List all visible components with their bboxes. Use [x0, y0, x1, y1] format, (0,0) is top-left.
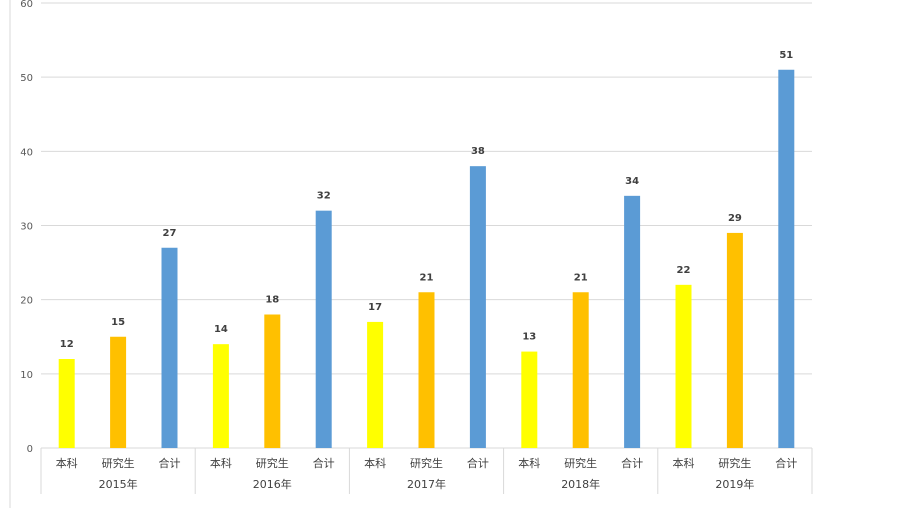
- bar: [58, 359, 75, 448]
- group-label: 2015年: [99, 477, 138, 491]
- category-label: 合计: [159, 456, 181, 470]
- data-label: 32: [317, 191, 331, 202]
- data-label: 17: [368, 302, 382, 313]
- bar: [778, 69, 795, 448]
- category-label: 研究生: [102, 456, 135, 470]
- category-label: 本科: [364, 456, 386, 470]
- group-label: 2018年: [561, 477, 600, 491]
- category-label: 合计: [775, 456, 797, 470]
- bar: [161, 247, 178, 448]
- bar: [212, 344, 229, 448]
- y-tick-label: 30: [20, 222, 33, 233]
- data-label: 51: [779, 50, 793, 61]
- bar: [418, 292, 435, 448]
- category-label: 合计: [621, 456, 643, 470]
- bar: [675, 284, 692, 448]
- data-label: 22: [677, 265, 691, 276]
- group-label: 2016年: [253, 477, 292, 491]
- category-label: 本科: [210, 456, 232, 470]
- data-label: 18: [265, 295, 279, 306]
- category-label: 合计: [467, 456, 489, 470]
- bar: [367, 321, 384, 448]
- category-label: 研究生: [410, 456, 443, 470]
- y-tick-label: 60: [20, 0, 33, 10]
- category-label: 合计: [313, 456, 335, 470]
- y-tick-label: 50: [20, 73, 33, 84]
- data-label: 38: [471, 146, 485, 157]
- data-label: 27: [163, 228, 177, 239]
- group-label: 2019年: [715, 477, 754, 491]
- group-label: 2017年: [407, 477, 446, 491]
- bar: [572, 292, 589, 448]
- category-label: 研究生: [718, 456, 751, 470]
- data-label: 13: [522, 332, 536, 343]
- category-label: 本科: [56, 456, 78, 470]
- y-tick-label: 0: [27, 444, 33, 455]
- bar: [469, 166, 486, 448]
- data-label: 21: [420, 272, 434, 283]
- bar: [726, 232, 743, 448]
- y-tick-label: 40: [20, 147, 33, 158]
- category-label: 研究生: [564, 456, 597, 470]
- category-label: 研究生: [256, 456, 289, 470]
- y-tick-label: 10: [20, 370, 33, 381]
- bar: [624, 195, 641, 448]
- bar: [264, 314, 281, 448]
- data-label: 29: [728, 213, 742, 224]
- data-label: 15: [111, 317, 125, 328]
- data-label: 34: [625, 176, 639, 187]
- category-label: 本科: [673, 456, 695, 470]
- data-label: 12: [60, 339, 74, 350]
- category-label: 本科: [518, 456, 540, 470]
- data-label: 21: [574, 272, 588, 283]
- data-label: 14: [214, 324, 228, 335]
- bar: [521, 351, 538, 448]
- y-tick-label: 20: [20, 296, 33, 307]
- bar: [110, 336, 127, 448]
- bar: [315, 210, 332, 448]
